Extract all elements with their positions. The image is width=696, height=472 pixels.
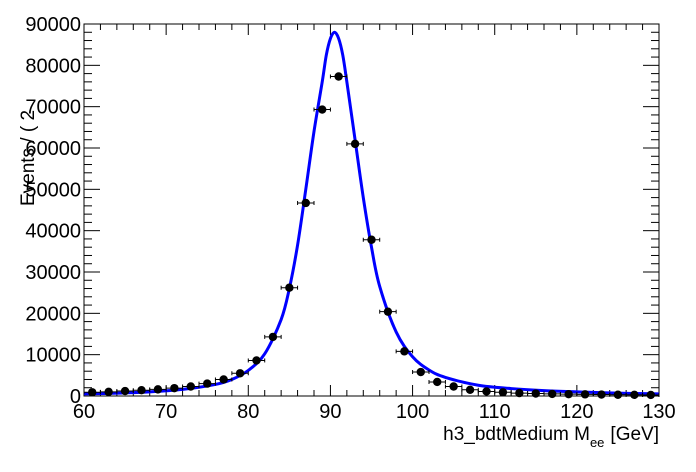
x-axis-title-sub: ee (590, 435, 604, 450)
y-tick-label: 30000 (25, 262, 81, 284)
tick-labels: 60 70 80 90 100 110 120 130 0 10000 20000 30000 4000… (25, 14, 675, 423)
x-tick-label: 60 (73, 401, 95, 423)
data-marker (285, 283, 294, 292)
x-tick-label: 130 (642, 401, 675, 423)
data-marker (350, 139, 360, 149)
data-point (444, 382, 463, 391)
data-marker (531, 389, 540, 398)
data-point (379, 307, 397, 316)
data-point (182, 382, 200, 391)
data-marker (137, 386, 146, 395)
fit-curve (83, 30, 660, 396)
data-marker (564, 389, 573, 399)
data-marker (465, 385, 475, 394)
y-tick-label: 20000 (25, 303, 81, 325)
data-point (198, 379, 216, 388)
x-tick-label: 110 (479, 401, 511, 423)
data-marker (203, 379, 212, 388)
data-marker (580, 390, 590, 399)
data-marker (104, 387, 113, 397)
data-marker (367, 235, 376, 244)
data-marker (613, 390, 623, 399)
data-point (395, 347, 414, 356)
data-marker (334, 72, 343, 81)
data-marker (482, 387, 491, 396)
data-marker (252, 356, 261, 365)
data-point (362, 235, 381, 244)
data-marker (416, 367, 425, 377)
data-marker (449, 382, 458, 391)
data-point (280, 283, 299, 292)
data-point (165, 383, 184, 393)
data-marker (88, 388, 97, 397)
data-marker (548, 389, 557, 399)
y-tick-label: 10000 (25, 345, 81, 367)
data-points (83, 72, 660, 400)
x-axis-title-main: h3_bdtMedium M (443, 424, 590, 445)
data-point (329, 72, 348, 81)
y-tick-label: 90000 (25, 14, 81, 36)
data-point (412, 367, 430, 377)
y-tick-label: 80000 (25, 55, 81, 77)
data-point (231, 369, 249, 378)
data-marker (498, 388, 508, 397)
y-tick-label: 60000 (25, 138, 81, 160)
data-marker (646, 390, 655, 400)
data-marker (170, 383, 179, 393)
data-point (494, 388, 512, 397)
x-tick-label: 70 (155, 401, 177, 423)
data-marker (515, 388, 524, 398)
data-point (461, 385, 479, 394)
y-tick-label: 0 (70, 386, 81, 408)
data-point (247, 356, 266, 365)
data-marker (120, 386, 130, 396)
data-marker (400, 347, 409, 356)
x-axis-title-unit: [GeV] (610, 424, 659, 445)
data-marker (383, 307, 393, 316)
data-marker (318, 105, 327, 114)
data-marker (219, 375, 228, 384)
data-marker (301, 198, 310, 208)
data-point (264, 332, 282, 342)
data-marker (186, 382, 195, 391)
data-point (132, 386, 151, 395)
y-tick-label: 40000 (25, 221, 81, 243)
x-tick-label: 120 (560, 401, 593, 423)
data-point (477, 387, 496, 396)
y-tick-label: 50000 (25, 179, 81, 201)
x-tick-label: 100 (396, 401, 429, 423)
x-tick-label: 90 (319, 401, 341, 423)
data-marker (268, 332, 278, 342)
axis-ticks (83, 23, 660, 397)
x-tick-label: 80 (237, 401, 259, 423)
data-marker (433, 377, 442, 387)
data-point (214, 375, 233, 384)
data-point (625, 390, 644, 400)
data-marker (597, 390, 606, 399)
y-tick-label: 70000 (25, 97, 81, 119)
data-point (297, 198, 315, 208)
data-point (543, 389, 561, 399)
data-point (642, 390, 660, 400)
data-marker (630, 390, 639, 400)
data-point (313, 105, 331, 114)
y-axis-title: Events / ( 2 (18, 110, 39, 206)
x-axis-title: h3_bdtMedium Mee [GeV] (443, 424, 659, 450)
data-point (346, 139, 364, 149)
plot-frame (83, 23, 660, 397)
data-point (428, 377, 446, 387)
data-marker (235, 369, 245, 378)
data-marker (153, 385, 163, 394)
